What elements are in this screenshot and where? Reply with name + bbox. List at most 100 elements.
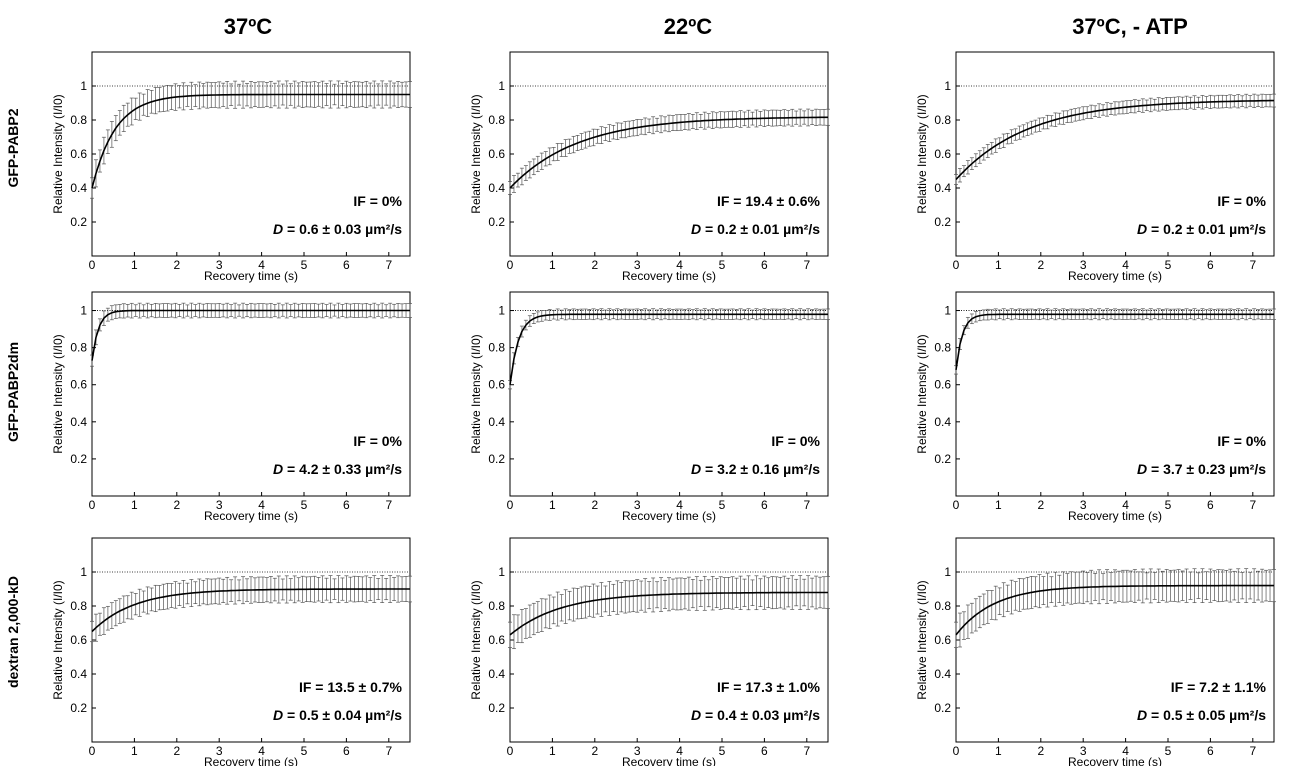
x-tick-label: 5 (1165, 258, 1172, 272)
x-tick-label: 4 (1122, 498, 1129, 512)
diffusion-value: = 3.7 ± 0.23 µm²/s (1147, 461, 1266, 477)
y-tick-label: 0.8 (934, 599, 951, 613)
x-axis-label: Recovery time (s) (1068, 269, 1162, 283)
x-axis-label: Recovery time (s) (204, 755, 298, 766)
x-tick-label: 2 (1037, 498, 1044, 512)
y-tick-label: 0.4 (70, 667, 87, 681)
x-tick-label: 1 (995, 258, 1002, 272)
y-tick-label: 0.4 (934, 181, 951, 195)
diffusion-value: = 3.2 ± 0.16 µm²/s (701, 461, 820, 477)
x-tick-label: 5 (719, 498, 726, 512)
immobile-fraction-label: IF = 7.2 ± 1.1% (1171, 679, 1267, 695)
diffusion-coefficient-label: D = 0.4 ± 0.03 µm²/s (691, 707, 820, 723)
frap-panel-6: 0.2 0.4 0.6 0.8 1 0 1 2 3 4 5 6 7 Recovery time (s) Re… (51, 537, 412, 769)
plot-frame (509, 291, 829, 497)
x-tick-label: 2 (591, 744, 598, 758)
diffusion-value: = 0.4 ± 0.03 µm²/s (701, 707, 820, 723)
x-tick-label: 7 (385, 498, 392, 512)
diffusion-value: = 0.2 ± 0.01 µm²/s (701, 221, 820, 237)
x-tick-label: 6 (1207, 258, 1214, 272)
x-tick-label: 2 (1037, 744, 1044, 758)
recovery-curve (509, 116, 828, 189)
x-tick-label: 7 (1249, 498, 1256, 512)
y-tick-label: 0.2 (934, 452, 951, 466)
x-tick-label: 6 (761, 258, 768, 272)
frap-panel-4: 0.2 0.4 0.6 0.8 1 0 1 2 3 4 5 6 7 Recovery time (s) Re… (469, 291, 830, 523)
x-tick-label: 1 (549, 744, 556, 758)
y-tick-label: 0.2 (70, 701, 87, 715)
y-tick-label: 0.6 (488, 378, 505, 392)
y-tick-label: 0.6 (934, 147, 951, 161)
x-tick-label: 1 (549, 258, 556, 272)
frap-panel-3: 0.2 0.4 0.6 0.8 1 0 1 2 3 4 5 6 7 Recovery time (s) Re… (51, 291, 412, 523)
x-tick-label: 3 (634, 258, 641, 272)
recovery-curve (509, 591, 828, 636)
y-tick-label: 0.6 (488, 633, 505, 647)
x-tick-label: 4 (258, 498, 265, 512)
x-tick-label: 0 (507, 258, 514, 272)
x-tick-label: 2 (173, 498, 180, 512)
x-tick-label: 6 (761, 744, 768, 758)
diffusion-coefficient-label: D = 0.6 ± 0.03 µm²/s (273, 221, 402, 237)
diffusion-symbol: D (273, 221, 283, 237)
y-tick-label: 0.2 (488, 215, 505, 229)
diffusion-coefficient-label: D = 4.2 ± 0.33 µm²/s (273, 461, 402, 477)
y-tick-label: 0.8 (70, 113, 87, 127)
y-axis-label: Relative Intensity (I/I0) (915, 334, 929, 453)
x-axis-label: Recovery time (s) (204, 509, 298, 523)
x-tick-label: 0 (89, 498, 96, 512)
y-tick-label: 0.2 (70, 215, 87, 229)
x-tick-label: 3 (1080, 498, 1087, 512)
row-label: GFP-PABP2dm (5, 342, 21, 442)
y-tick-label: 0.8 (934, 341, 951, 355)
x-tick-label: 1 (549, 498, 556, 512)
y-tick-label: 0.8 (70, 341, 87, 355)
frap-panel-2: 0.2 0.4 0.6 0.8 1 0 1 2 3 4 5 6 7 Recovery time (s) Re… (915, 51, 1276, 283)
y-tick-label: 1 (80, 79, 87, 93)
y-tick-label: 0.4 (488, 415, 505, 429)
x-tick-label: 2 (1037, 258, 1044, 272)
y-tick-label: 0.4 (934, 667, 951, 681)
x-axis-label: Recovery time (s) (622, 269, 716, 283)
y-tick-label: 0.8 (488, 599, 505, 613)
x-tick-label: 2 (591, 498, 598, 512)
x-tick-label: 4 (676, 258, 683, 272)
x-tick-label: 7 (1249, 258, 1256, 272)
y-tick-label: 0.4 (488, 667, 505, 681)
x-tick-label: 0 (89, 744, 96, 758)
y-tick-label: 1 (498, 565, 505, 579)
diffusion-symbol: D (691, 221, 701, 237)
y-tick-label: 0.6 (70, 147, 87, 161)
row-label: GFP-PABP2 (5, 108, 21, 187)
y-axis-label: Relative Intensity (I/I0) (469, 580, 483, 699)
column-title: 22ºC (664, 14, 713, 39)
plot-frame (91, 291, 411, 497)
x-tick-label: 6 (343, 498, 350, 512)
x-tick-label: 3 (1080, 744, 1087, 758)
x-tick-label: 1 (995, 744, 1002, 758)
x-tick-label: 0 (507, 498, 514, 512)
row-label: dextran 2,000-kD (5, 576, 21, 688)
y-tick-label: 1 (944, 565, 951, 579)
x-tick-label: 3 (1080, 258, 1087, 272)
y-tick-label: 0.2 (934, 215, 951, 229)
x-tick-label: 4 (258, 744, 265, 758)
y-tick-label: 1 (944, 304, 951, 318)
diffusion-symbol: D (273, 707, 283, 723)
diffusion-symbol: D (1137, 707, 1147, 723)
x-tick-label: 3 (216, 498, 223, 512)
y-tick-label: 0.6 (934, 633, 951, 647)
x-tick-label: 7 (803, 258, 810, 272)
x-tick-label: 4 (1122, 258, 1129, 272)
y-tick-label: 1 (80, 304, 87, 318)
x-tick-label: 4 (676, 498, 683, 512)
y-tick-label: 0.2 (934, 701, 951, 715)
x-tick-label: 7 (803, 744, 810, 758)
column-title: 37ºC, - ATP (1072, 14, 1188, 39)
x-tick-label: 6 (1207, 498, 1214, 512)
x-tick-label: 5 (719, 744, 726, 758)
x-tick-label: 0 (953, 258, 960, 272)
x-tick-label: 4 (258, 258, 265, 272)
column-title: 37ºC (224, 14, 273, 39)
recovery-curve (509, 313, 828, 385)
